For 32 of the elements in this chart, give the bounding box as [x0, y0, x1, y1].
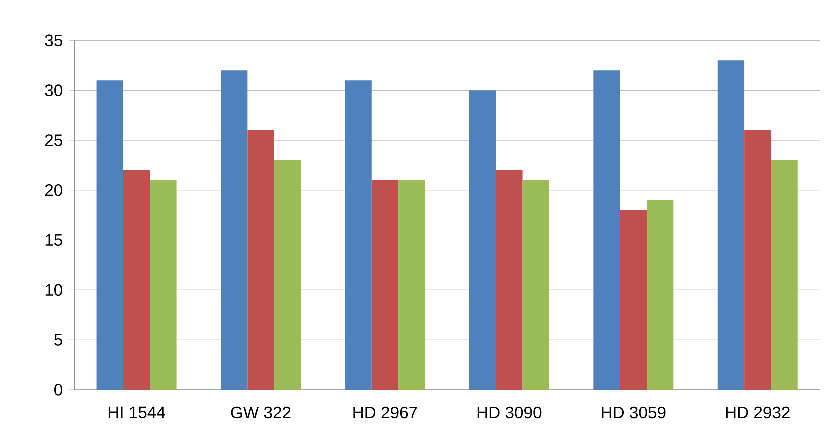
y-tick-label: 30: [45, 84, 63, 96]
bar: [248, 130, 274, 390]
bar: [469, 90, 496, 390]
bar: [372, 180, 399, 390]
bar: [221, 70, 248, 390]
x-tick-label: GW 322: [231, 406, 291, 419]
y-tick-label: 5: [54, 334, 62, 346]
y-tick-label: 20: [45, 184, 63, 196]
bar: [646, 200, 674, 390]
bar: [496, 170, 523, 390]
y-tick-label: 25: [45, 134, 62, 146]
bar: [771, 160, 798, 390]
bar: [123, 170, 150, 390]
x-tick-label: HD 2967: [354, 406, 418, 419]
x-tick-label: HD 3059: [602, 406, 666, 419]
bar: [398, 180, 426, 390]
y-tick-label: 15: [46, 234, 62, 246]
y-tick-label: 10: [46, 284, 63, 296]
bar: [96, 80, 124, 390]
y-tick-label: 35: [45, 34, 62, 47]
bar: [718, 60, 745, 390]
bar: [744, 130, 772, 390]
x-tick-label: HD 3090: [478, 406, 542, 419]
bar: [620, 210, 647, 390]
bar: [522, 180, 550, 390]
y-tick-label: 0: [54, 384, 63, 396]
x-tick-label: HD 2932: [726, 406, 790, 419]
bar: [274, 160, 301, 390]
bar: [345, 80, 372, 390]
bar: [594, 70, 620, 390]
x-tick-label: HI 1544: [108, 406, 166, 418]
bar: [150, 180, 177, 390]
